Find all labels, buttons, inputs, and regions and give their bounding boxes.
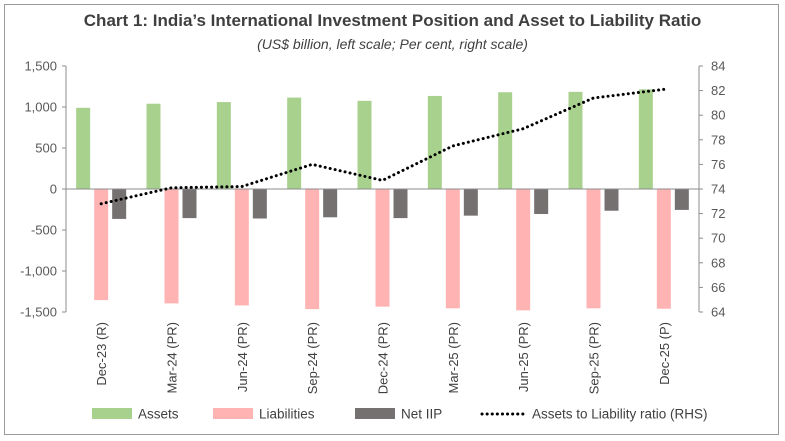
left-axis-tick-label: 1,500 <box>24 59 57 74</box>
x-axis-category-label: Mar-25 (PR) <box>446 322 461 394</box>
x-axis-category-label: Dec-23 (R) <box>94 322 109 386</box>
left-axis-tick-label: 1,000 <box>24 100 57 115</box>
bar-series-group <box>76 89 689 311</box>
bar-liabilities <box>375 189 390 307</box>
bar-net-iip <box>674 189 689 210</box>
bar-liabilities <box>94 189 109 301</box>
right-axis-tick-label: 66 <box>711 280 725 295</box>
right-axis-tick-label: 84 <box>711 59 725 74</box>
ratio-line <box>99 87 666 206</box>
bar-assets <box>287 97 302 189</box>
left-axis-tick-label: -1,000 <box>20 264 57 279</box>
bar-net-iip <box>112 189 127 219</box>
bar-liabilities <box>445 189 460 309</box>
legend-label-net-iip: Net IIP <box>401 407 442 422</box>
right-axis-tick-label: 80 <box>711 108 725 123</box>
legend-label-assets-to-liability-ratio-rhs: Assets to Liability ratio (RHS) <box>532 407 708 422</box>
bar-liabilities <box>234 189 249 306</box>
legend-label-liabilities: Liabilities <box>259 407 315 422</box>
left-axis-tick-label: 500 <box>35 141 57 156</box>
x-axis-category-label: Sep-24 (PR) <box>305 322 320 394</box>
x-axis-category-label: Jun-25 (PR) <box>516 322 531 392</box>
left-axis: -1,500 -1,000 -500 0 500 1,000 1,500 <box>20 59 67 320</box>
bar-net-iip <box>604 189 619 211</box>
right-axis-tick-label: 74 <box>711 182 725 197</box>
right-axis-tick-label: 76 <box>711 157 725 172</box>
bar-assets <box>638 89 653 189</box>
right-axis-tick-label: 68 <box>711 255 725 270</box>
left-axis-tick-label: 0 <box>50 182 57 197</box>
bar-net-iip <box>534 189 549 215</box>
chart-frame <box>4 4 779 435</box>
x-axis-category-label: Jun-24 (PR) <box>235 322 250 392</box>
legend-swatch-liabilities <box>213 408 253 419</box>
bar-assets <box>568 91 583 189</box>
right-axis-tick-label: 70 <box>711 231 725 246</box>
bar-liabilities <box>516 189 531 311</box>
chart-subtitle: (US$ billion, left scale; Per cent, righ… <box>257 36 528 52</box>
bar-assets <box>146 103 161 189</box>
left-axis-tick-label: -500 <box>31 223 57 238</box>
bar-net-iip <box>393 189 408 219</box>
right-axis-tick-label: 72 <box>711 206 725 221</box>
bar-liabilities <box>164 189 179 304</box>
x-axis-category-label: Mar-24 (PR) <box>165 322 180 394</box>
bar-liabilities <box>586 189 601 309</box>
right-axis-tick-label: 64 <box>711 305 725 320</box>
legend-label-assets: Assets <box>138 407 179 422</box>
x-axis-category-label: Dec-25 (P) <box>657 322 672 385</box>
ratio-line-group <box>99 87 666 206</box>
legend-swatch-assets <box>92 408 132 419</box>
legend: Assets Liabilities Net IIP Assets to Liabil… <box>92 407 708 422</box>
right-axis-tick-label: 82 <box>711 83 725 98</box>
bar-assets <box>357 100 372 189</box>
bar-assets <box>76 107 91 189</box>
bar-assets <box>216 102 231 189</box>
bar-assets <box>427 95 442 189</box>
chart-title: Chart 1: India’s International Investmen… <box>83 11 702 30</box>
bar-net-iip <box>252 189 267 219</box>
bar-liabilities <box>305 189 320 310</box>
right-axis-tick-label: 78 <box>711 132 725 147</box>
left-axis-tick-label: -1,500 <box>20 305 57 320</box>
bar-assets <box>498 92 513 189</box>
bar-liabilities <box>656 189 671 309</box>
right-axis: 64 66 68 70 72 74 76 78 80 82 84 <box>698 59 725 320</box>
bar-net-iip <box>182 189 197 219</box>
x-axis-category-label: Sep-25 (PR) <box>587 322 602 394</box>
bar-net-iip <box>463 189 478 216</box>
legend-swatch-net-iip <box>355 408 395 419</box>
x-axis-labels: Dec-23 (R) Mar-24 (PR) Jun-24 (PR) Sep-24 (… <box>94 322 672 394</box>
x-axis-category-label: Dec-24 (PR) <box>376 322 391 394</box>
bar-net-iip <box>323 189 338 218</box>
